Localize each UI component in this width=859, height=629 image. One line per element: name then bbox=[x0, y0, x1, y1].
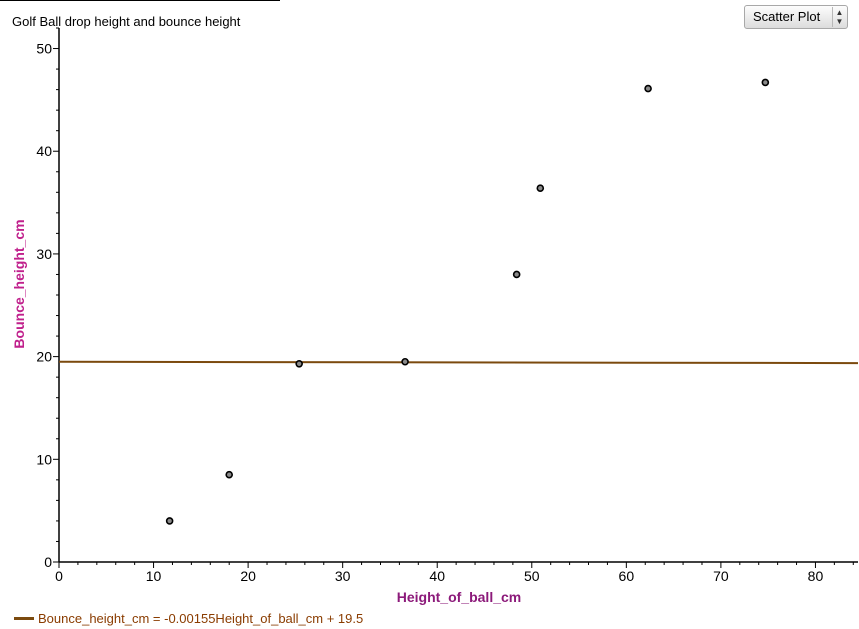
data-point bbox=[644, 84, 652, 93]
data-point bbox=[401, 357, 409, 366]
plot-type-label: Scatter Plot bbox=[753, 9, 821, 24]
title-underline bbox=[0, 0, 280, 1]
x-tick-label: 0 bbox=[55, 568, 63, 584]
y-tick-label: 20 bbox=[36, 349, 52, 365]
legend: Bounce_height_cm = -0.00155Height_of_bal… bbox=[14, 611, 363, 626]
y-tick-label: 50 bbox=[36, 41, 52, 57]
fit-line bbox=[58, 360, 859, 365]
legend-equation: Bounce_height_cm = -0.00155Height_of_bal… bbox=[38, 611, 364, 626]
x-axis-label: Height_of_ball_cm bbox=[396, 589, 522, 605]
updown-arrows-icon: ▲ ▼ bbox=[832, 7, 846, 27]
data-point bbox=[295, 360, 303, 368]
y-tick-label: 30 bbox=[36, 246, 52, 262]
legend-line-swatch bbox=[14, 617, 34, 620]
x-tick-label: 40 bbox=[429, 568, 445, 584]
x-tick-label: 10 bbox=[146, 568, 162, 584]
y-tick-label: 0 bbox=[44, 554, 52, 570]
plot-type-select[interactable]: Scatter Plot ▲ ▼ bbox=[744, 5, 848, 29]
chart-title: Golf Ball drop height and bounce height bbox=[12, 14, 241, 29]
data-point bbox=[165, 517, 174, 525]
data-point bbox=[225, 470, 234, 479]
x-tick-label: 30 bbox=[335, 568, 351, 584]
x-tick-label: 50 bbox=[524, 568, 540, 584]
data-point bbox=[536, 184, 545, 192]
x-tick-label: 80 bbox=[808, 568, 824, 584]
y-tick-label: 40 bbox=[36, 143, 52, 159]
y-tick-label: 10 bbox=[36, 451, 52, 467]
data-point bbox=[512, 270, 521, 279]
x-tick-label: 20 bbox=[240, 568, 256, 584]
data-point bbox=[761, 78, 770, 87]
x-tick-label: 70 bbox=[713, 568, 729, 584]
y-axis-label: Bounce_height_cm bbox=[11, 219, 27, 349]
x-tick-label: 60 bbox=[619, 568, 635, 584]
